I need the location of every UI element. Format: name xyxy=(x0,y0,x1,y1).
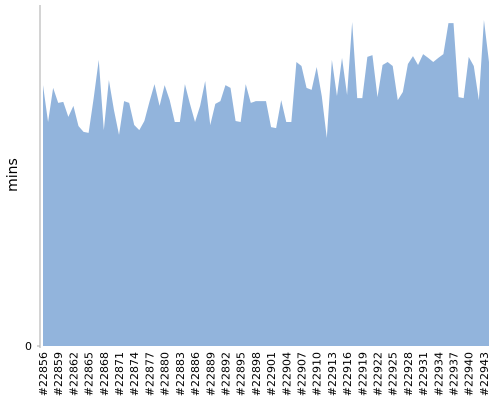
x-tick-label: #22886 xyxy=(189,352,202,396)
x-tick-label: #22898 xyxy=(250,352,263,396)
x-tick-label: #22883 xyxy=(174,352,187,396)
y-axis-label: mins xyxy=(5,158,21,192)
x-tick-label: #22934 xyxy=(432,352,445,396)
x-tick-label: #22889 xyxy=(204,352,217,396)
area xyxy=(43,20,489,347)
x-tick-label: #22925 xyxy=(387,352,400,396)
x-tick-label: #22868 xyxy=(98,352,111,396)
x-tick-label: #22940 xyxy=(463,352,476,396)
x-tick-label: #22901 xyxy=(265,352,278,396)
x-tick-label: #22856 xyxy=(37,352,50,396)
x-tick-label: #22859 xyxy=(52,352,65,396)
x-tick-label: #22877 xyxy=(143,352,156,396)
x-tick-label: #22928 xyxy=(402,352,415,396)
x-tick-label: #22937 xyxy=(448,352,461,396)
x-tick-label: #22880 xyxy=(159,352,172,396)
x-tick-label: #22931 xyxy=(417,352,430,396)
x-tick-label: #22916 xyxy=(341,352,354,396)
x-tick-label: #22910 xyxy=(311,352,324,396)
x-tick-label: #22895 xyxy=(235,352,248,396)
y-tick-label: 0 xyxy=(25,340,32,353)
x-tick-label: #22874 xyxy=(128,352,141,396)
x-tick-label: #22904 xyxy=(280,352,293,396)
x-tick-label: #22862 xyxy=(67,352,80,396)
x-tick-label: #22919 xyxy=(356,352,369,396)
x-tick-label: #22907 xyxy=(295,352,308,396)
x-tick-label: #22892 xyxy=(219,352,232,396)
x-tick-label: #22943 xyxy=(478,352,491,396)
x-tick-label: #22922 xyxy=(372,352,385,396)
x-tick-label: #22865 xyxy=(83,352,96,396)
x-tick-label: #22871 xyxy=(113,352,126,396)
x-tick-label: #22913 xyxy=(326,352,339,396)
